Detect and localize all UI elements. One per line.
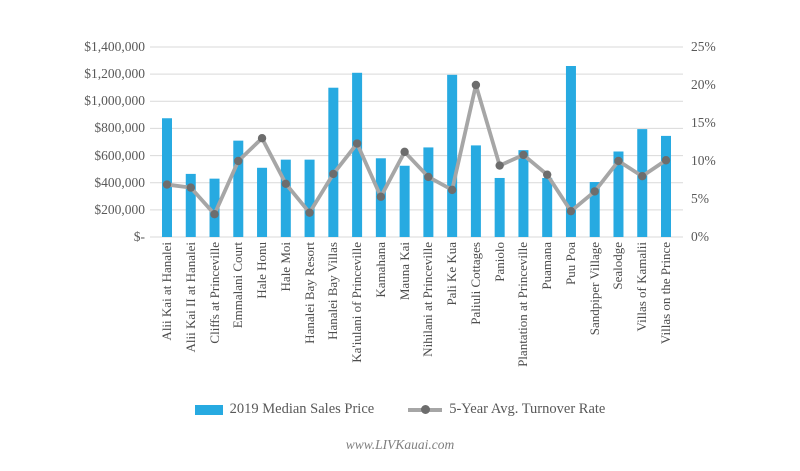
left-axis-tick-label: $1,200,000 (84, 66, 145, 82)
left-axis-tick-label: $1,400,000 (84, 39, 145, 54)
median-price-bar (280, 159, 291, 237)
turnover-rate-point (376, 192, 386, 201)
category-label: Hanalei Bay Resort (301, 242, 317, 344)
turnover-rate-point (305, 208, 314, 217)
median-price-bar (162, 118, 172, 237)
left-axis-tick-label: $800,000 (94, 120, 145, 136)
left-axis-tick-label: $- (133, 229, 145, 244)
turnover-rate-point (614, 156, 623, 166)
right-axis-tick-label: 0% (691, 229, 709, 244)
median-price-bar (304, 159, 315, 237)
category-label: Hanalei Bay Villas (325, 242, 341, 340)
median-price-bar (637, 129, 648, 237)
turnover-rate-point (519, 150, 528, 160)
category-label: Ka'iulani of Princeville (349, 242, 365, 363)
median-price-bar (542, 177, 553, 237)
category-label: Paniolo (491, 242, 507, 282)
category-label: Nihilani at Princeville (420, 242, 436, 357)
turnover-rate-point (257, 134, 267, 143)
category-label: Villas on the Prince (658, 242, 673, 345)
median-price-bar (257, 167, 268, 237)
category-label: Alii Kai II at Hanalei (182, 242, 198, 353)
turnover-rate-point (495, 161, 504, 170)
turnover-rate-point (471, 80, 481, 90)
turnover-rate-point (447, 185, 457, 195)
turnover-rate-line (166, 83, 668, 217)
median-price-bar (328, 87, 339, 237)
category-label: Puu Poa (562, 242, 578, 285)
median-price-bar (423, 147, 434, 237)
median-price-bar (565, 66, 576, 237)
turnover-rate-point (329, 169, 338, 179)
left-axis-tick-label: $400,000 (94, 174, 145, 190)
turnover-rate-point (400, 147, 409, 157)
turnover-rate-point (281, 179, 291, 188)
category-label: Emmalani Court (230, 242, 246, 329)
line-swatch-marker (420, 405, 430, 414)
legend-item-median-price: 2019 Median Sales Price (194, 401, 375, 418)
right-axis-tick-label: 5% (691, 191, 709, 206)
legend-label-turnover-rate: 5-Year Avg. Turnover Rate (449, 401, 606, 417)
median-price-bar (233, 140, 244, 237)
median-price-bar (589, 182, 600, 237)
right-axis-tick-label: 10% (691, 153, 716, 168)
category-label: Hale Moi (277, 242, 293, 292)
turnover-rate-point (590, 187, 599, 196)
median-price-bar (661, 135, 671, 237)
category-label: Hale Honu (254, 242, 270, 299)
median-price-bar (352, 72, 363, 238)
turnover-rate-point (352, 139, 362, 148)
median-price-bar (185, 173, 196, 237)
turnover-rate-point (210, 210, 219, 219)
median-price-bar (518, 150, 529, 237)
left-axis-tick-label: $600,000 (94, 147, 145, 163)
left-axis-tick-label: $1,000,000 (84, 93, 145, 109)
turnover-rate-point (638, 172, 647, 181)
legend-item-turnover-rate: 5-Year Avg. Turnover Rate (408, 401, 605, 418)
category-label: Cliffs at Princeville (206, 242, 222, 344)
turnover-rate-point (542, 170, 552, 179)
median-price-bar (613, 151, 624, 237)
category-label: Villas of Kamalii (634, 242, 650, 332)
median-price-bar (470, 145, 481, 237)
right-axis-tick-label: 25% (691, 39, 716, 54)
turnover-rate-point (566, 206, 576, 216)
category-label: Sealodge (610, 242, 626, 290)
line-series-swatch (408, 405, 443, 415)
turnover-rate-point (162, 180, 172, 189)
turnover-rate-point (661, 156, 671, 165)
median-price-bar (447, 74, 458, 237)
category-label: Alii Kai at Hanalei (159, 242, 174, 341)
right-axis-tick-label: 20% (691, 77, 716, 92)
turnover-rate-point (234, 156, 243, 166)
category-label: Puamana (539, 242, 555, 290)
category-label: Paliuli Cottages (467, 242, 483, 325)
legend-label-median-price: 2019 Median Sales Price (229, 401, 375, 417)
turnover-rate-point (424, 172, 433, 182)
legend: 2019 Median Sales Price 5-Year Avg. Turn… (0, 401, 800, 418)
category-label: Kamahana (372, 242, 388, 298)
turnover-rate-point (186, 183, 195, 192)
category-label: Mauna Kai (396, 242, 412, 301)
median-price-bar (399, 165, 410, 237)
median-price-bar (494, 177, 505, 237)
website-footer: www.LIVKauai.com (345, 437, 455, 452)
category-label: Sandpiper Village (586, 242, 602, 336)
right-axis-tick-label: 15% (691, 115, 716, 130)
category-label: Plantation at Princeville (515, 242, 531, 367)
left-axis-tick-label: $200,000 (94, 201, 145, 217)
median-price-bar (209, 178, 220, 237)
bar-series-swatch (194, 404, 223, 415)
category-label: Pali Ke Kua (444, 242, 460, 306)
